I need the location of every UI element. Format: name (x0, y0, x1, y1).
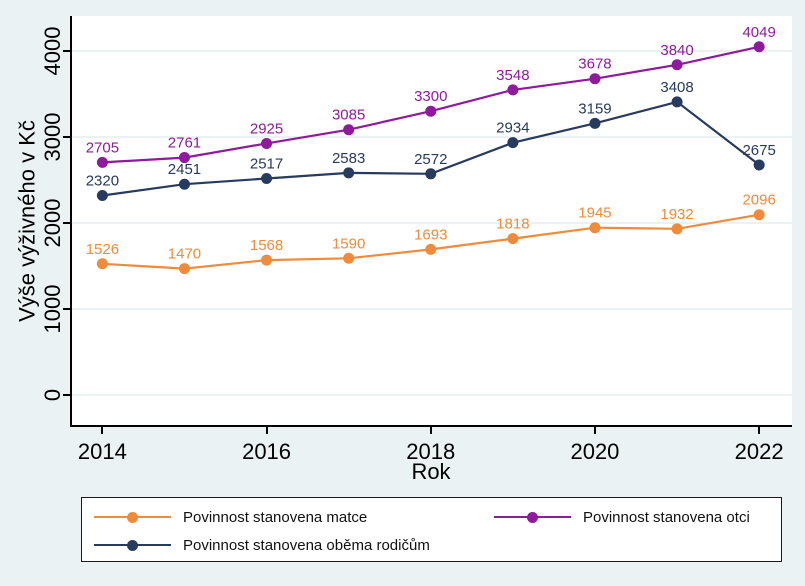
legend-marker-otci (494, 504, 571, 530)
x-axis-title: Rok (411, 459, 451, 484)
value-label: 3408 (660, 79, 693, 96)
value-label: 2320 (86, 172, 119, 189)
data-point (671, 59, 683, 71)
data-point (178, 263, 190, 275)
data-point (507, 137, 519, 149)
data-point (178, 178, 190, 190)
data-point (96, 258, 108, 270)
x-tick (758, 427, 761, 434)
legend-item-obema: Povinnost stanovena oběma rodičům (94, 532, 430, 558)
data-point (343, 167, 355, 179)
y-tick (63, 50, 70, 52)
y-tick (63, 393, 70, 396)
value-label: 1526 (86, 241, 119, 258)
value-label: 2925 (250, 120, 283, 137)
value-label: 2583 (332, 150, 365, 167)
data-point (589, 117, 601, 129)
y-tick-label: 3000 (40, 112, 65, 162)
value-label: 2451 (168, 161, 201, 178)
data-point (343, 252, 355, 264)
value-label: 3159 (578, 100, 611, 117)
x-tick-label: 2020 (570, 439, 620, 464)
data-point (96, 189, 108, 201)
data-point (425, 168, 437, 180)
value-label: 3300 (414, 88, 447, 105)
legend-item-otci: Povinnost stanovena otci (494, 504, 750, 530)
x-tick (265, 427, 268, 434)
x-tick-label: 2018 (406, 439, 456, 464)
data-point (425, 243, 437, 255)
data-point (96, 156, 108, 168)
value-label: 2517 (250, 156, 283, 173)
data-point (753, 159, 765, 171)
data-point (589, 222, 601, 234)
data-point (261, 137, 273, 149)
value-label: 1470 (168, 246, 201, 263)
legend-dot-icon (127, 539, 138, 551)
legend-label-otci: Povinnost stanovena otci (583, 508, 750, 526)
value-label: 3548 (496, 67, 529, 84)
value-label: 1818 (496, 216, 529, 233)
value-label: 4049 (742, 24, 775, 41)
legend-marker-obema (94, 532, 171, 558)
value-label: 2572 (414, 151, 447, 168)
value-label: 1568 (250, 237, 283, 254)
y-tick-label: 2000 (40, 198, 65, 248)
x-tick (429, 427, 432, 434)
x-tick-label: 2014 (77, 439, 127, 464)
legend-item-matce: Povinnost stanovena matce (94, 504, 367, 530)
y-tick-label: 0 (40, 388, 65, 402)
legend-label-matce: Povinnost stanovena matce (183, 508, 368, 526)
x-tick-label: 2022 (734, 439, 784, 464)
legend-marker-matce (94, 504, 171, 530)
value-label: 1590 (332, 235, 365, 252)
y-tick-label: 1000 (40, 284, 65, 334)
data-point (178, 152, 190, 164)
value-label: 1932 (660, 206, 693, 223)
plot-canvas: 1526 1470 1568 1590 1693 1818 1945 1932 2096 2705… (72, 24, 792, 396)
data-point (261, 254, 273, 266)
value-label: 2705 (86, 139, 119, 156)
plot-area: 1526 1470 1568 1590 1693 1818 1945 1932 2096 2705… (70, 16, 792, 427)
value-label: 3085 (332, 107, 365, 124)
x-tick-label: 2016 (242, 439, 292, 464)
data-point (589, 73, 601, 85)
value-label: 3840 (660, 42, 693, 59)
y-axis-title: Výše výživného v Kč (14, 120, 40, 322)
data-point (753, 209, 765, 221)
value-label: 1693 (414, 226, 447, 243)
x-tick (101, 427, 104, 434)
legend-dot-icon (527, 511, 538, 523)
legend-dot-icon (127, 511, 138, 523)
x-tick (593, 427, 596, 434)
y-tick (63, 221, 70, 224)
value-label: 2934 (496, 120, 529, 137)
value-label: 1945 (578, 205, 611, 222)
y-tick-label: 4000 (40, 26, 65, 76)
data-point (343, 124, 355, 136)
value-label: 2761 (168, 135, 201, 152)
data-point (425, 105, 437, 117)
data-point (261, 173, 273, 185)
y-tick (63, 307, 70, 310)
data-point (507, 233, 519, 245)
value-label: 2096 (742, 192, 775, 209)
value-label: 2675 (742, 142, 775, 159)
data-point (671, 96, 683, 108)
value-label: 3678 (578, 56, 611, 73)
legend: Povinnost stanovena matce Povinnost stan… (81, 497, 782, 562)
legend-label-obema: Povinnost stanovena oběma rodičům (183, 536, 430, 554)
data-point (753, 41, 765, 53)
data-point (507, 84, 519, 96)
y-tick (63, 135, 70, 138)
data-point (671, 223, 683, 235)
